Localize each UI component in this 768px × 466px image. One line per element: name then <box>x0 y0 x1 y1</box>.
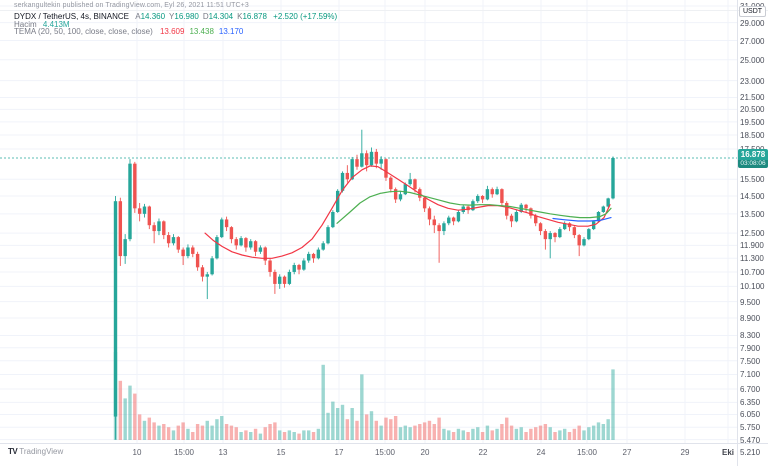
price-axis-label: 12.500 <box>740 229 765 239</box>
price-axis-label: 7.900 <box>740 343 761 353</box>
price-axis-label: 5.750 <box>740 423 761 433</box>
price-axis-label: 23.000 <box>740 76 765 86</box>
price-axis-label: 6.350 <box>740 398 761 408</box>
ohlc-pair: A14.360 <box>135 12 166 21</box>
tema-value: 13.609 <box>159 27 185 36</box>
price-axis-label: 5.470 <box>740 435 761 445</box>
time-axis-label: 29 <box>680 448 690 457</box>
time-axis-label: 10 <box>132 448 142 457</box>
time-axis-label: 17 <box>334 448 344 457</box>
time-axis-label: 24 <box>536 448 546 457</box>
legend-volume-row: Hacim 4.413M <box>14 19 337 29</box>
price-axis-label: 15.500 <box>740 175 765 185</box>
price-axis-label: 14.500 <box>740 191 765 201</box>
currency-unit-badge: USDT <box>739 6 767 17</box>
time-axis-label: 15:00 <box>374 448 396 457</box>
tema-label: TEMA (20, 50, 100, close, close, close) <box>14 27 153 36</box>
price-axis-label: 8.900 <box>740 313 761 323</box>
top-separator <box>0 10 768 11</box>
change-value: +2.520 (+17.59%) <box>273 12 338 21</box>
time-axis-label: Eki <box>721 448 735 457</box>
price-axis-label: 29.000 <box>740 18 765 28</box>
attribution-link[interactable]: serkangultekin published on TradingView.… <box>14 2 249 9</box>
price-axis-label: 21.500 <box>740 93 765 103</box>
time-axis-label: 22 <box>478 448 488 457</box>
chart-legend: DYDX / TetherUS, 4s, BINANCE A14.360 Y16.… <box>14 13 337 36</box>
price-axis-label: 11.900 <box>740 241 764 251</box>
volume-label: Hacim <box>14 19 37 29</box>
price-axis-border <box>737 0 738 466</box>
price-axis-label: 18.500 <box>740 131 765 141</box>
time-axis-label: 15:00 <box>173 448 195 457</box>
tradingview-logo-text: TradingView <box>19 447 64 456</box>
volume-value: 4.413M <box>42 19 70 29</box>
price-axis-label: 7.100 <box>740 370 761 380</box>
legend-tema-row: TEMA (20, 50, 100, close, close, close) … <box>14 28 337 36</box>
time-axis-label: 27 <box>622 448 632 457</box>
price-axis-label: 8.300 <box>740 331 761 341</box>
tema-values: 13.609 13.438 13.170 <box>155 27 243 36</box>
tema-value: 13.170 <box>218 27 244 36</box>
ohlc-pair: K16.878 <box>237 12 267 21</box>
price-axis-label: 25.000 <box>740 55 765 65</box>
tradingview-attribution[interactable]: TV TradingView <box>8 447 63 456</box>
price-axis-label: 20.500 <box>740 105 765 115</box>
symbol-title: DYDX / TetherUS, 4s, BINANCE <box>14 12 129 21</box>
price-axis-label: 10.100 <box>740 282 765 292</box>
time-axis-label: 20 <box>420 448 430 457</box>
price-axis-label: 10.700 <box>740 267 765 277</box>
time-axis-border <box>0 443 768 444</box>
price-axis-label: 6.050 <box>740 410 761 420</box>
last-price-badge: 16.878 03:08:06 <box>738 149 768 168</box>
tradingview-logo-icon: TV <box>8 447 18 456</box>
price-axis-label: 19.500 <box>740 117 765 127</box>
price-axis-label: 7.500 <box>740 356 761 366</box>
last-price-value: 16.878 <box>738 149 768 160</box>
bar-countdown: 03:08:06 <box>738 160 768 168</box>
price-axis-label: 11.300 <box>740 254 764 264</box>
ohlc-pair: D14.304 <box>202 12 234 21</box>
legend-symbol-row: DYDX / TetherUS, 4s, BINANCE A14.360 Y16.… <box>14 13 337 21</box>
time-axis-label: 15:00 <box>576 448 598 457</box>
candlestick-chart[interactable] <box>0 0 737 443</box>
tema-value: 13.438 <box>189 27 214 36</box>
price-axis-label: 6.700 <box>740 384 761 394</box>
price-axis-label: 13.500 <box>740 209 765 219</box>
time-axis-label: 15 <box>276 448 286 457</box>
ohlc-pair: Y16.980 <box>169 12 199 21</box>
time-axis-label: 13 <box>218 448 228 457</box>
price-axis-label: 9.500 <box>740 297 761 307</box>
price-axis-label: 27.000 <box>740 36 765 46</box>
price-axis-label: 5.210 <box>740 447 761 457</box>
ohlc-values: A14.360 Y16.980 D14.304 K16.878 <box>131 12 267 21</box>
